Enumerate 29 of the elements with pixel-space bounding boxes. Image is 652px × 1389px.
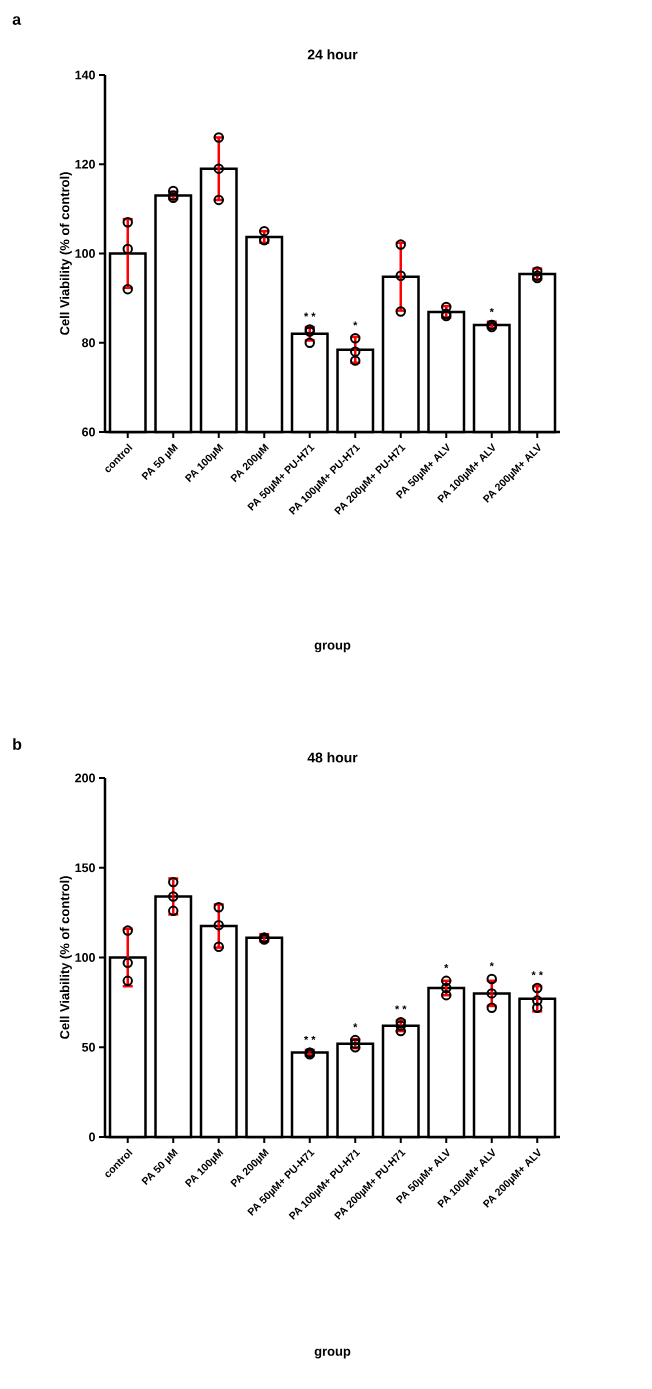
y-axis-title: Cell Viability (% of control) — [59, 172, 72, 335]
y-tick-label: 120 — [75, 159, 95, 169]
y-tick-label: 100 — [75, 953, 95, 962]
y-tick-label: 140 — [75, 70, 95, 80]
annotation: * — [444, 964, 449, 969]
annotation: * — [353, 321, 358, 326]
annotation: * * — [304, 312, 316, 317]
y-tick-label: 150 — [75, 863, 95, 873]
text: b — [13, 738, 22, 750]
annotation: * * — [531, 971, 544, 976]
y-tick-label: 200 — [75, 773, 95, 783]
annotation: * * — [304, 1035, 316, 1040]
x-tick-label: PA 50 µM — [141, 1148, 178, 1186]
x-axis-title: group — [314, 1348, 351, 1359]
text: a — [12, 16, 22, 25]
annotation: * * — [395, 1005, 407, 1010]
y-tick-label: 50 — [82, 1042, 95, 1052]
y-tick-label: 0 — [89, 1132, 95, 1142]
annotation: * — [489, 962, 494, 967]
annotation: * — [353, 1023, 358, 1028]
y-tick-label: 60 — [82, 427, 95, 437]
y-tick-label: 100 — [75, 249, 95, 258]
x-tick-label: PA 50 µM — [141, 443, 178, 481]
annotation: * — [489, 308, 494, 313]
y-tick-label: 80 — [82, 338, 95, 348]
x-axis-title: group — [314, 642, 351, 653]
chart-title: 48 hour — [307, 752, 358, 763]
chart-title: 24 hour — [307, 49, 358, 60]
y-axis-title: Cell Viability (% of control) — [59, 876, 72, 1039]
